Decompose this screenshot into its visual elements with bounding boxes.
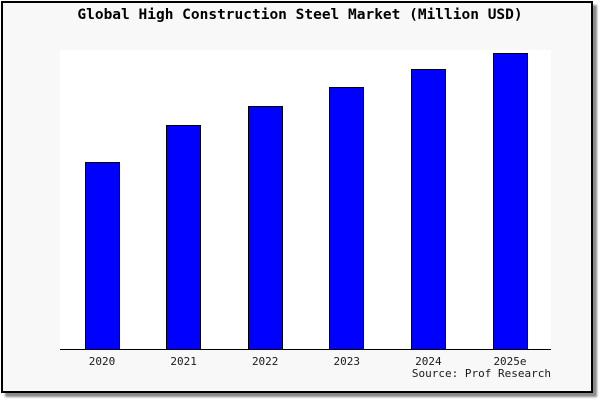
bar-2023 — [329, 87, 365, 350]
bar-2022 — [247, 106, 283, 350]
tick-label-2022: 2022 — [251, 355, 279, 368]
plot-area — [60, 50, 551, 350]
tick-label-2020: 2020 — [88, 355, 116, 368]
tick-label-2025e: 2025e — [493, 355, 527, 368]
bar-2024 — [410, 69, 446, 350]
tick-label-2024: 2024 — [415, 355, 442, 368]
tick-label-2023: 2023 — [333, 355, 361, 368]
bar-2021 — [166, 125, 202, 350]
bar-2020 — [84, 162, 120, 350]
source-note: Source: Prof Research — [411, 367, 551, 380]
chart-title: Global High Construction Steel Market (M… — [77, 7, 523, 23]
tick-label-2021: 2021 — [170, 355, 197, 368]
x-axis-line — [60, 348, 551, 350]
bar-2025e — [492, 53, 528, 350]
